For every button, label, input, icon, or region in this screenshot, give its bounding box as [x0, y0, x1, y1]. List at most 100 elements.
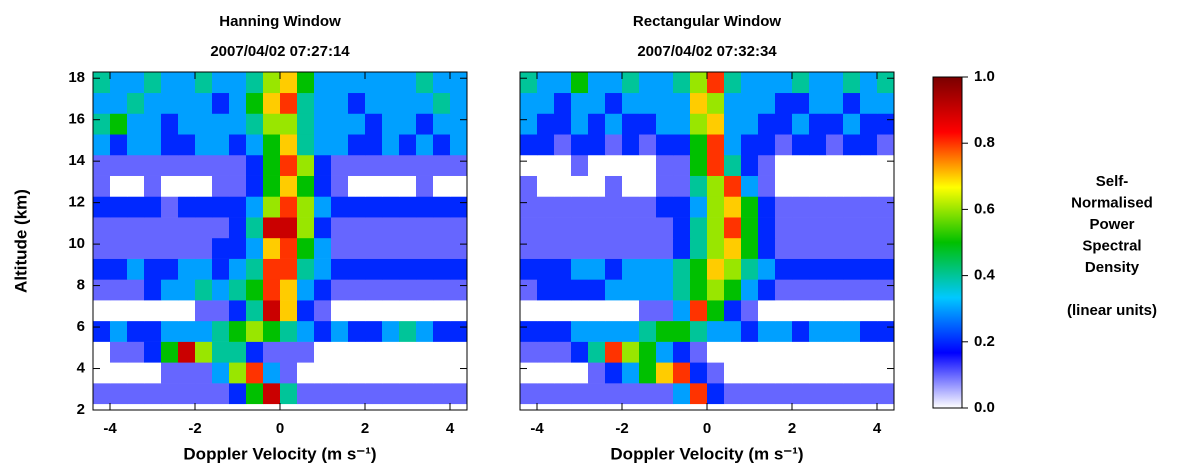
heatmap-cell	[724, 175, 742, 197]
heatmap-cell	[246, 217, 264, 239]
heatmap-cell	[161, 217, 179, 239]
heatmap-cell	[775, 383, 793, 405]
heatmap-cell	[690, 196, 708, 218]
heatmap-cell	[365, 154, 383, 176]
heatmap-cell	[110, 341, 128, 363]
heatmap-cell	[229, 383, 247, 405]
heatmap-cell	[178, 92, 196, 114]
heatmap-cell	[605, 72, 623, 94]
heatmap-cell	[860, 258, 878, 280]
heatmap-cell	[331, 258, 349, 280]
heatmap-cell	[724, 341, 742, 363]
heatmap-cell	[775, 217, 793, 239]
heatmap-cell	[639, 134, 657, 156]
heatmap-cell	[178, 154, 196, 176]
heatmap-cell	[520, 258, 538, 280]
heatmap-cell	[520, 92, 538, 114]
heatmap-cell	[314, 341, 332, 363]
heatmap-cell	[144, 217, 162, 239]
heatmap-cell	[554, 113, 572, 135]
heatmap-cell	[605, 279, 623, 301]
heatmap-cell	[110, 237, 128, 259]
heatmap-cell	[314, 72, 332, 94]
heatmap-cell	[690, 258, 708, 280]
colorbar	[932, 76, 963, 409]
colorbar-label: Normalised	[1071, 194, 1153, 211]
colorbar-tick-label: 0.6	[974, 200, 995, 217]
heatmap-cell	[450, 383, 468, 405]
heatmap-cell	[127, 72, 145, 94]
heatmap-cell	[382, 113, 400, 135]
heatmap-cell	[297, 300, 315, 322]
heatmap-cell	[229, 134, 247, 156]
heatmap-cell	[144, 362, 162, 384]
heatmap-cell	[331, 320, 349, 342]
heatmap-cell	[399, 72, 417, 94]
heatmap-cell	[554, 237, 572, 259]
heatmap-cell	[571, 320, 589, 342]
heatmap-cell	[450, 113, 468, 135]
heatmap-cell	[775, 154, 793, 176]
heatmap-cell	[724, 196, 742, 218]
heatmap-cell	[297, 341, 315, 363]
heatmap-cell	[263, 362, 281, 384]
heatmap-cell	[195, 279, 213, 301]
heatmap-cell	[348, 72, 366, 94]
heatmap-cell	[775, 196, 793, 218]
heatmap-cell	[127, 196, 145, 218]
heatmap-cell	[843, 196, 861, 218]
heatmap-cell	[399, 341, 417, 363]
heatmap-cell	[263, 92, 281, 114]
heatmap-cell	[246, 341, 264, 363]
heatmap-cell	[520, 217, 538, 239]
heatmap-cell	[809, 237, 827, 259]
heatmap-cell	[843, 362, 861, 384]
heatmap-cell	[520, 341, 538, 363]
heatmap-cell	[843, 383, 861, 405]
heatmap-cell	[639, 217, 657, 239]
heatmap-cell	[792, 300, 810, 322]
heatmap-cell	[229, 279, 247, 301]
heatmap-cell	[554, 134, 572, 156]
heatmap-cell	[399, 237, 417, 259]
heatmap-cell	[724, 279, 742, 301]
heatmap-cell	[707, 92, 725, 114]
heatmap-cell	[331, 362, 349, 384]
heatmap-cell	[416, 300, 434, 322]
heatmap-cell	[314, 258, 332, 280]
heatmap-cell	[280, 279, 298, 301]
heatmap-cell	[433, 196, 451, 218]
heatmap-cell	[639, 175, 657, 197]
heatmap-cell	[554, 341, 572, 363]
colorbar-tick-label: 0.8	[974, 134, 995, 151]
heatmap-cell	[520, 134, 538, 156]
heatmap-cell	[741, 92, 759, 114]
heatmap-cell	[860, 196, 878, 218]
heatmap-cell	[178, 279, 196, 301]
heatmap-cell	[110, 320, 128, 342]
heatmap-cell	[297, 320, 315, 342]
heatmap-cell	[554, 92, 572, 114]
heatmap-cell	[144, 154, 162, 176]
heatmap-cell	[348, 237, 366, 259]
heatmap-cell	[450, 362, 468, 384]
heatmap-cell	[161, 72, 179, 94]
heatmap-cell	[110, 217, 128, 239]
heatmap-cell	[144, 175, 162, 197]
heatmap-cell	[673, 113, 691, 135]
heatmap-cell	[690, 113, 708, 135]
x-tick-label: -2	[615, 420, 628, 437]
heatmap-cell	[399, 362, 417, 384]
heatmap-cell	[792, 175, 810, 197]
heatmap-cell	[212, 258, 230, 280]
heatmap-cell	[724, 72, 742, 94]
heatmap-cell	[690, 92, 708, 114]
heatmap-cell	[571, 72, 589, 94]
heatmap-cell	[331, 341, 349, 363]
heatmap-cell	[656, 113, 674, 135]
heatmap-cell	[639, 196, 657, 218]
x-tick-label: -2	[188, 420, 201, 437]
y-tick-label: 18	[68, 69, 85, 86]
heatmap-cell	[588, 217, 606, 239]
heatmap-cell	[809, 175, 827, 197]
